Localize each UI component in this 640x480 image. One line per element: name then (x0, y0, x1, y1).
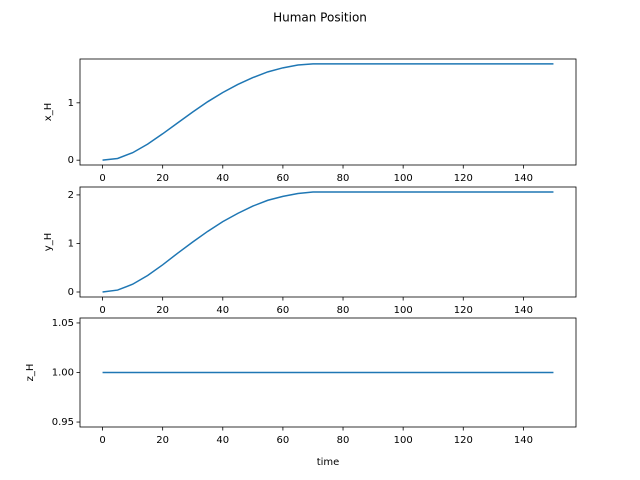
x-tick-label: 0 (99, 305, 105, 316)
x-tick-label: 20 (156, 173, 169, 184)
y-axis-label: y_H (43, 233, 54, 251)
x-tick-label: 120 (454, 305, 473, 316)
x-axis-label: time (317, 457, 340, 468)
x-tick-label: 60 (277, 305, 290, 316)
y-axis-label: x_H (43, 103, 54, 121)
x-tick-label: 120 (454, 435, 473, 446)
y-axis-label: z_H (25, 364, 36, 382)
data-line (102, 191, 554, 293)
x-tick-label: 80 (337, 173, 350, 184)
axes-frame (79, 58, 577, 166)
y-tick-label: 0.95 (52, 417, 74, 428)
x-tick-label: 140 (514, 305, 533, 316)
x-tick-label: 60 (277, 435, 290, 446)
x-tick-label: 80 (337, 435, 350, 446)
x-tick-label: 100 (394, 173, 413, 184)
y-tick-label: 1 (68, 238, 74, 249)
y-tick-label: 1.00 (52, 368, 74, 379)
y-tick-label: 1 (68, 98, 74, 109)
x-tick-label: 100 (394, 435, 413, 446)
x-tick-label: 140 (514, 173, 533, 184)
x-tick-label: 100 (394, 305, 413, 316)
x-tick-label: 0 (99, 173, 105, 184)
x-tick-label: 120 (454, 173, 473, 184)
x-tick-label: 0 (99, 435, 105, 446)
x-tick-label: 60 (277, 173, 290, 184)
data-line (102, 63, 554, 161)
figure-title: Human Position (273, 11, 367, 25)
x-tick-label: 20 (156, 435, 169, 446)
x-tick-label: 80 (337, 305, 350, 316)
x-tick-label: 40 (216, 435, 229, 446)
y-tick-label: 1.05 (52, 318, 74, 329)
y-tick-label: 2 (68, 190, 74, 201)
x-tick-label: 40 (216, 305, 229, 316)
y-tick-label: 0 (68, 155, 74, 166)
y-tick-label: 0 (68, 287, 74, 298)
axes-frame (79, 186, 577, 298)
x-tick-label: 140 (514, 435, 533, 446)
x-tick-label: 20 (156, 305, 169, 316)
x-tick-label: 40 (216, 173, 229, 184)
